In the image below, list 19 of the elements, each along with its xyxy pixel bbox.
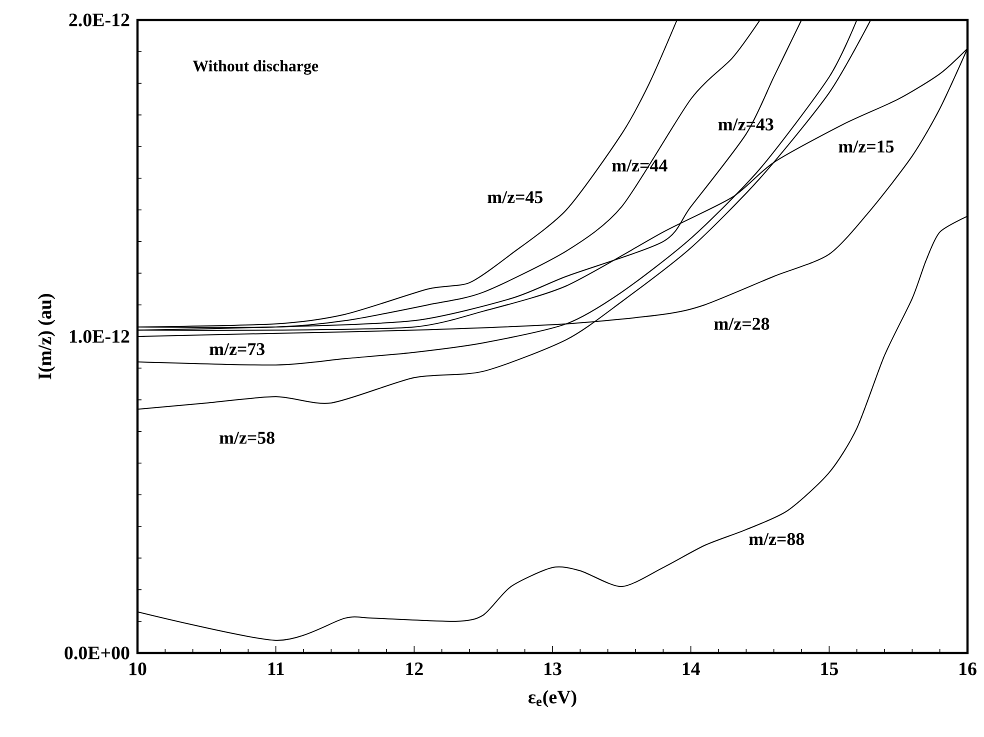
y-tick-label: 2.0E-12	[69, 14, 130, 26]
annotation: Without discharge	[192, 60, 318, 75]
series-label: m/z=15	[838, 140, 894, 153]
y-tick-label: 0.0E+00	[64, 646, 130, 660]
series-label: m/z=45	[488, 191, 543, 204]
x-tick-label: 13	[544, 662, 562, 676]
x-tick-label: 12	[406, 662, 423, 676]
x-tick-label: 16	[960, 662, 976, 676]
y-axis-title: I(m/z) (au)	[38, 294, 56, 380]
series-label: m/z=73	[210, 343, 265, 356]
x-axis-title: ε$_{e}$(eV)	[528, 690, 576, 708]
x-tick-label: 14	[682, 662, 700, 676]
series-label: m/z=58	[220, 432, 274, 444]
x-tick-label: 10	[130, 662, 146, 676]
x-tick-label: 15	[821, 662, 838, 676]
series-label: m/z=28	[714, 318, 770, 330]
series-label: m/z=88	[749, 533, 804, 546]
y-tick-label: 1.0E-12	[70, 330, 130, 343]
x-tick-label: 11	[268, 662, 284, 676]
